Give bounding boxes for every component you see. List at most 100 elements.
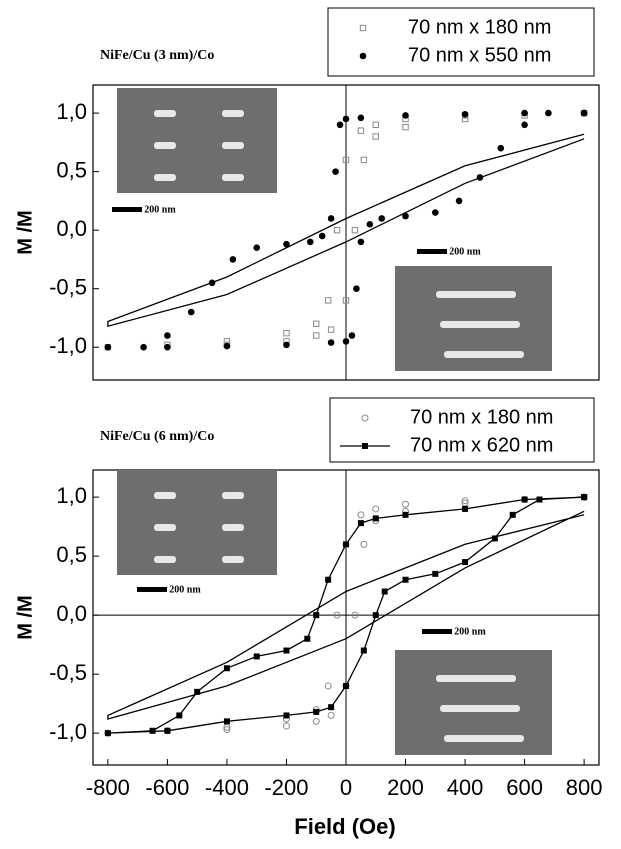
data-point — [581, 494, 587, 500]
data-point — [510, 512, 516, 518]
data-point — [497, 145, 504, 152]
data-point — [319, 233, 326, 240]
data-point — [361, 157, 366, 162]
data-point — [328, 339, 335, 346]
y-tick-label: -0,5 — [49, 660, 87, 685]
data-point — [349, 332, 356, 339]
inset-image — [117, 88, 277, 193]
panel-title: NiFe/Cu (3 nm)/Co — [100, 48, 214, 63]
y-tick-label: 1,0 — [56, 483, 87, 508]
legend-label: 70 nm x 180 nm — [410, 406, 553, 428]
data-point — [403, 124, 408, 129]
data-point — [283, 712, 289, 718]
data-point — [358, 239, 365, 246]
data-point — [230, 256, 237, 263]
y-tick-label: 0,5 — [56, 542, 87, 567]
data-point — [307, 239, 314, 246]
scale-bar — [112, 207, 142, 212]
data-point — [224, 343, 231, 350]
data-point — [105, 730, 111, 736]
data-point — [462, 111, 469, 118]
inset-feature — [436, 675, 516, 682]
legend-marker — [362, 443, 368, 449]
x-tick-label: -400 — [205, 775, 249, 800]
data-point — [254, 653, 260, 659]
data-point — [105, 344, 112, 351]
y-axis-label: M /M — [14, 595, 36, 639]
data-point — [382, 589, 388, 595]
data-point — [545, 110, 552, 117]
inset-feature — [222, 110, 244, 117]
legend-label: 70 nm x 180 nm — [408, 16, 551, 38]
y-tick-label: -1,0 — [49, 333, 87, 358]
data-point — [224, 718, 230, 724]
data-point — [284, 330, 289, 335]
data-point — [325, 298, 330, 303]
data-point — [283, 342, 290, 349]
data-point — [150, 728, 156, 734]
inset-feature — [154, 174, 176, 181]
inset-image — [117, 470, 277, 575]
data-point — [343, 338, 350, 345]
data-point — [313, 612, 319, 618]
y-axis-label: M /M — [14, 210, 36, 254]
y-tick-label: -1,0 — [49, 719, 87, 744]
data-point — [403, 577, 409, 583]
data-point — [373, 506, 379, 512]
data-point — [581, 110, 588, 117]
data-point — [140, 344, 147, 351]
inset-feature — [154, 110, 176, 117]
data-point — [325, 577, 331, 583]
x-tick-label: 600 — [506, 775, 543, 800]
y-tick-label: 1,0 — [56, 99, 87, 124]
data-point — [403, 512, 409, 518]
data-point — [456, 198, 463, 205]
inset-feature — [222, 556, 244, 563]
inset-label: 200 nm — [144, 204, 176, 215]
data-point — [343, 683, 349, 689]
data-point — [361, 541, 367, 547]
data-point — [328, 215, 335, 222]
inset-feature — [154, 492, 176, 499]
scale-bar — [417, 249, 447, 254]
data-point — [403, 501, 409, 507]
y-tick-label: 0,0 — [56, 601, 87, 626]
legend-label: 70 nm x 620 nm — [410, 434, 553, 456]
data-point — [358, 520, 364, 526]
data-point — [352, 227, 357, 232]
data-point — [343, 541, 349, 547]
y-tick-label: -0,5 — [49, 275, 87, 300]
x-tick-label: 200 — [387, 775, 424, 800]
x-tick-label: 0 — [340, 775, 352, 800]
inset-feature — [444, 735, 524, 742]
data-point — [188, 309, 195, 316]
data-point — [325, 683, 331, 689]
inset-label: 200 nm — [454, 626, 486, 637]
data-point — [378, 215, 385, 222]
legend-label: 70 nm x 550 nm — [408, 44, 551, 66]
data-point — [361, 648, 367, 654]
data-point — [343, 116, 350, 123]
x-tick-label: -200 — [264, 775, 308, 800]
data-point — [328, 327, 333, 332]
data-point — [334, 227, 339, 232]
inset-feature — [440, 705, 520, 712]
data-point — [314, 333, 319, 338]
data-point — [402, 112, 409, 119]
data-point — [328, 712, 334, 718]
data-point — [521, 122, 528, 129]
data-point — [164, 728, 170, 734]
data-point — [358, 114, 365, 121]
x-tick-label: 800 — [566, 775, 603, 800]
inset-feature — [440, 321, 520, 328]
inset-feature — [222, 492, 244, 499]
x-tick-label: -600 — [145, 775, 189, 800]
data-point — [224, 665, 230, 671]
data-point — [283, 648, 289, 654]
inset-feature — [154, 556, 176, 563]
inset-label: 200 nm — [169, 584, 201, 595]
panel-title: NiFe/Cu (6 nm)/Co — [100, 429, 214, 444]
data-point — [337, 122, 344, 129]
x-tick-label: 400 — [447, 775, 484, 800]
inset-feature — [154, 142, 176, 149]
